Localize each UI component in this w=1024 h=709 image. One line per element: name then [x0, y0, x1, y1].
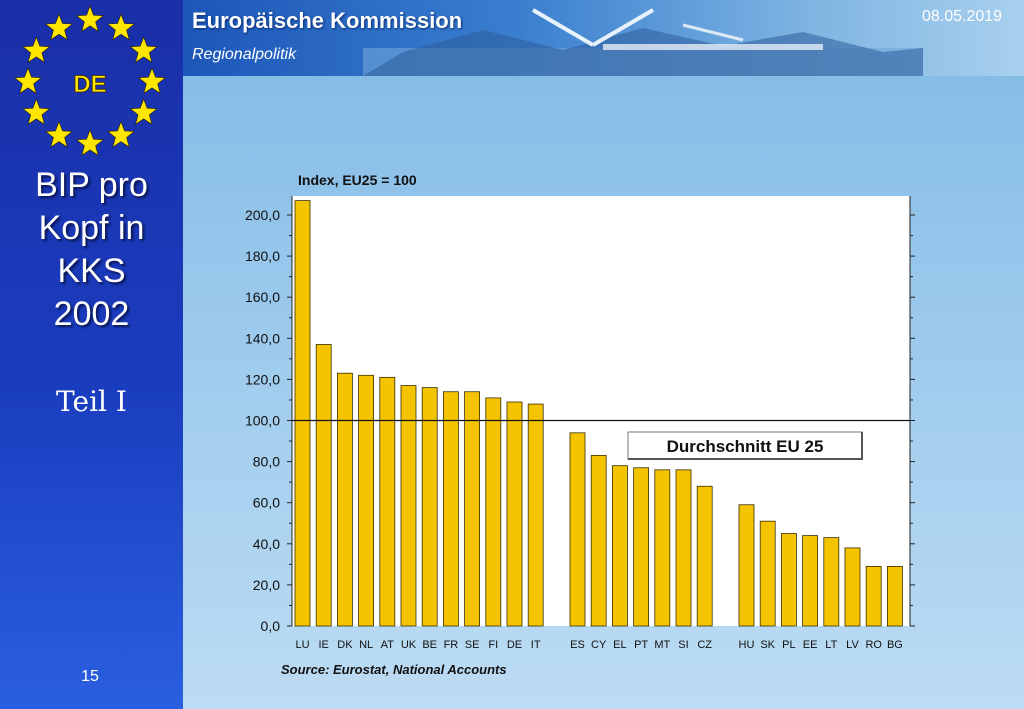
x-tick-label: AT — [381, 639, 395, 651]
header-title: Europäische Kommission — [192, 8, 463, 33]
x-axis-labels: LU IE DK NL AT UK BE FR SE FI DE IT ES CY EL PT MT SI CZ HU… — [295, 639, 902, 651]
eu-star-icon — [106, 120, 136, 148]
bar-be — [421, 387, 438, 627]
x-tick-label: PT — [634, 639, 648, 651]
x-tick-label: EE — [803, 639, 818, 651]
bar-si — [675, 469, 692, 627]
y-tick-label: 120,0 — [245, 371, 280, 387]
bar-lt — [823, 537, 840, 627]
bar-bg — [887, 566, 903, 627]
x-tick-label: SE — [465, 639, 480, 651]
bar-ro — [865, 566, 882, 627]
eu-star-icon — [22, 98, 51, 125]
bar-el — [612, 465, 628, 627]
bar-es — [569, 432, 586, 627]
x-tick-label: UK — [401, 639, 417, 651]
bar-lu — [294, 200, 311, 627]
header-banner — [183, 0, 1024, 76]
bar-ee — [802, 535, 818, 627]
bar-pl — [781, 533, 797, 627]
header-subtitle: Regionalpolitik — [192, 46, 297, 63]
y-tick-label: 40,0 — [253, 536, 280, 552]
x-tick-label: DE — [507, 639, 522, 651]
bar-pt — [633, 467, 649, 627]
x-tick-label: NL — [359, 639, 373, 651]
y-tick-label: 180,0 — [245, 248, 280, 264]
eu-star-icon — [75, 5, 105, 32]
side-title-line-1: BIP pro — [35, 166, 148, 204]
bar-nl — [358, 374, 375, 627]
eu-star-icon — [129, 98, 158, 125]
eu-star-icon — [129, 36, 158, 63]
bar-mt — [654, 469, 671, 627]
x-tick-label: SI — [678, 639, 688, 651]
bar-sk — [759, 520, 776, 627]
chart-title: Index, EU25 = 100 — [298, 172, 417, 188]
bar-cy — [590, 455, 607, 627]
x-tick-label: IT — [531, 639, 541, 651]
bar-fi — [485, 397, 502, 627]
eu-star-icon — [44, 13, 74, 41]
side-title-line-2: Kopf in — [38, 209, 145, 247]
x-tick-label: CZ — [697, 639, 712, 651]
bar-lv — [844, 547, 861, 627]
x-tick-label: ES — [570, 639, 585, 651]
x-tick-label: BG — [887, 639, 903, 651]
bar-ie — [315, 344, 332, 627]
x-tick-label: MT — [654, 639, 670, 651]
y-tick-label: 0,0 — [261, 618, 281, 634]
y-tick-label: 100,0 — [245, 413, 280, 429]
eu-star-icon — [75, 129, 105, 156]
x-tick-label: SK — [760, 639, 775, 651]
bar-at — [379, 376, 396, 627]
side-title-line-4: 2002 — [53, 295, 130, 333]
x-tick-label: EL — [613, 639, 626, 651]
y-tick-label: 200,0 — [245, 207, 280, 223]
eu-star-icon — [44, 120, 74, 148]
y-tick-label: 20,0 — [253, 577, 280, 593]
eu-star-icon — [106, 13, 136, 41]
y-tick-label: 160,0 — [245, 289, 280, 305]
header-date: 08.05.2019 — [922, 8, 1003, 25]
side-title-line-3: KKS — [57, 252, 126, 290]
x-tick-label: FI — [488, 639, 498, 651]
x-tick-label: CY — [591, 639, 607, 651]
sidebar: DE BIP pro Kopf in KKS 2002 Teil I 15 — [0, 0, 183, 709]
eu-star-icon — [137, 67, 167, 94]
eu-flag-emblem: DE — [13, 5, 167, 156]
reference-line-group: Durchschnitt EU 25 — [292, 419, 910, 460]
side-subtitle: Teil I — [56, 385, 127, 418]
bar-hu — [738, 504, 755, 627]
bar-de — [506, 401, 523, 627]
bar-se — [464, 391, 481, 627]
y-tick-label: 60,0 — [253, 495, 280, 511]
x-tick-label: LU — [295, 639, 309, 651]
bar-cz — [696, 485, 713, 627]
x-tick-label: LT — [825, 639, 837, 651]
x-tick-label: RO — [865, 639, 882, 651]
bar-dk — [336, 372, 353, 627]
x-tick-label: PL — [782, 639, 795, 651]
bar-it — [527, 403, 544, 627]
x-tick-label: LV — [846, 639, 859, 651]
page-number: 15 — [81, 668, 99, 685]
chart-source: Source: Eurostat, National Accounts — [281, 662, 507, 677]
y-tick-label: 140,0 — [245, 330, 280, 346]
harbor-photo-illustration — [363, 8, 923, 76]
x-tick-label: DK — [337, 639, 353, 651]
country-badge: DE — [73, 71, 106, 98]
y-axis: 0,0 20,0 40,0 60,0 80,0 100,0 120,0 140,0 160,0 1… — [245, 196, 915, 634]
x-tick-label: HU — [739, 639, 755, 651]
x-tick-label: FR — [444, 639, 459, 651]
eu-star-icon — [13, 67, 43, 94]
bar-series — [294, 200, 903, 627]
x-tick-label: BE — [422, 639, 437, 651]
x-tick-label: IE — [318, 639, 328, 651]
bar-fr — [442, 391, 459, 627]
bar-uk — [400, 385, 417, 627]
average-callout-label: Durchschnitt EU 25 — [667, 437, 824, 456]
y-tick-label: 80,0 — [253, 454, 280, 470]
eu-star-icon — [22, 36, 51, 63]
